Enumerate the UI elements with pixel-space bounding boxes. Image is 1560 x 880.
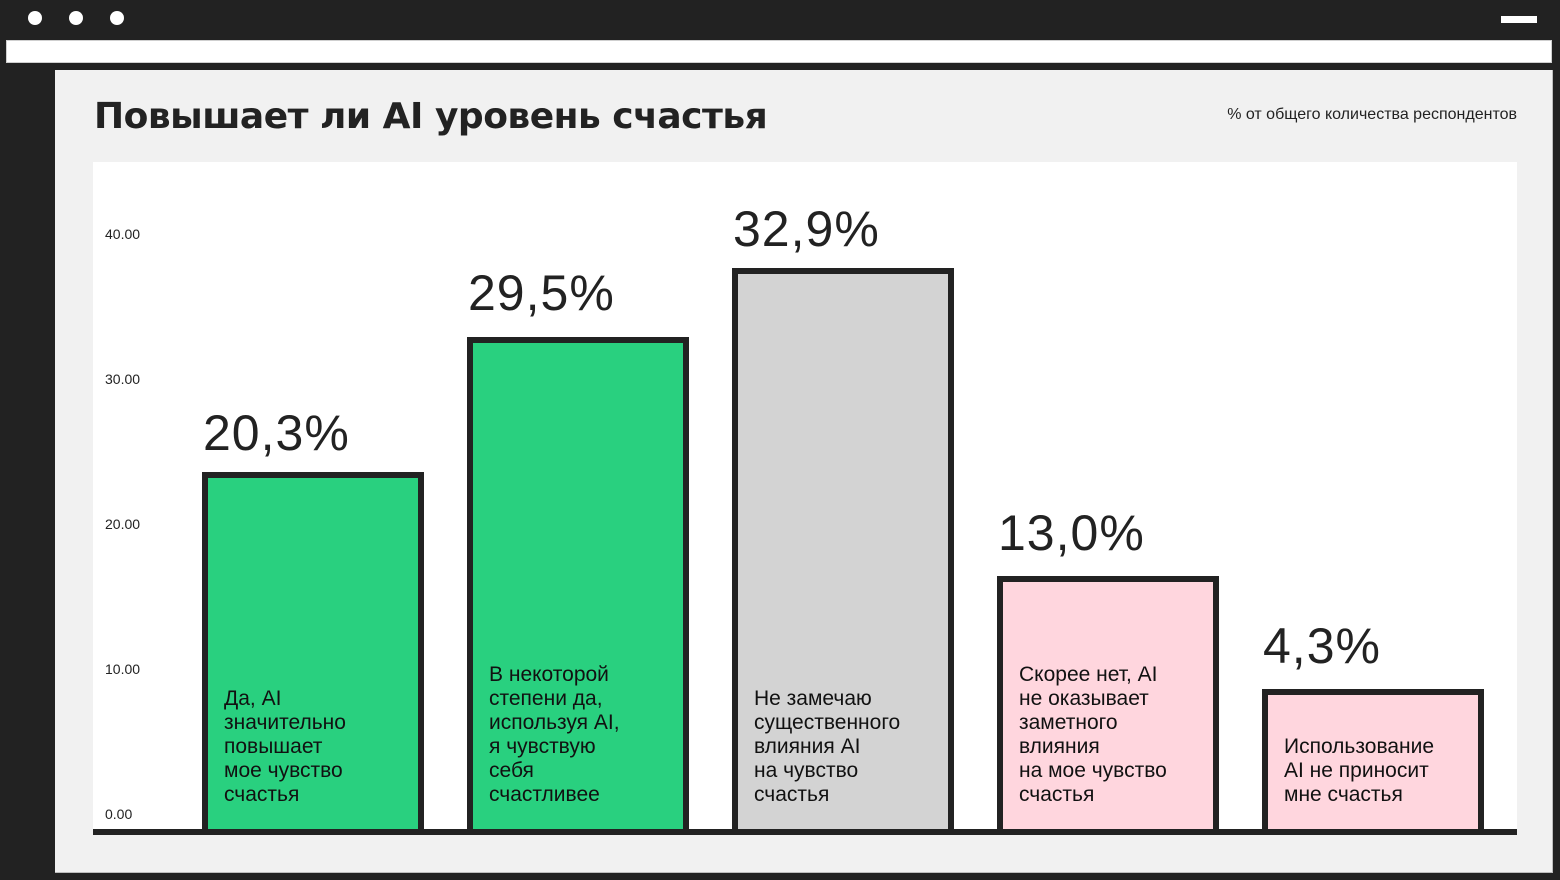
y-tick-label: 0.00 <box>105 806 133 822</box>
bar-category-label: Да, AI значительно повышает мое чувство … <box>224 687 346 806</box>
window-maximize-dot-icon[interactable] <box>110 11 124 25</box>
bar-category-label: В некоторой степени да, используя AI, я … <box>489 663 620 806</box>
y-tick-label: 20.00 <box>105 516 141 532</box>
bar-negative-none: Использование AI не приносит мне счастья <box>1262 689 1484 829</box>
bar-category-label: Использование AI не приносит мне счастья <box>1284 735 1435 806</box>
bar-value-label: 20,3% <box>203 405 350 461</box>
y-tick-label: 10.00 <box>105 661 141 677</box>
window-close-dot-icon[interactable] <box>28 11 42 25</box>
bar-negative-rather: Скорее нет, AI не оказывает заметного вл… <box>997 576 1219 829</box>
address-bar[interactable] <box>6 40 1552 63</box>
bar-value-label: 29,5% <box>468 265 615 321</box>
chart-subtitle: % от общего количества респондентов <box>1227 106 1517 123</box>
y-tick-label: 40.00 <box>105 226 141 242</box>
bar-value-label: 13,0% <box>998 505 1145 561</box>
bar-positive-strong: Да, AI значительно повышает мое чувство … <box>202 472 424 829</box>
bar-category-label: Скорее нет, AI не оказывает заметного вл… <box>1019 663 1167 806</box>
bar-value-label: 32,9% <box>733 201 880 257</box>
window-minimize-dot-icon[interactable] <box>69 11 83 25</box>
bar-value-label: 4,3% <box>1263 618 1381 674</box>
window-titlebar <box>0 0 1560 40</box>
bar-category-label: Не замечаю существенного влияния AI на ч… <box>754 687 901 806</box>
bar-positive-some: В некоторой степени да, используя AI, я … <box>467 337 689 829</box>
chart-title: Повышает ли AI уровень счастья <box>94 96 768 137</box>
y-tick-label: 30.00 <box>105 371 141 387</box>
x-axis-baseline <box>93 829 1517 835</box>
bar-neutral: Не замечаю существенного влияния AI на ч… <box>732 268 954 829</box>
minimize-icon[interactable] <box>1501 16 1537 23</box>
